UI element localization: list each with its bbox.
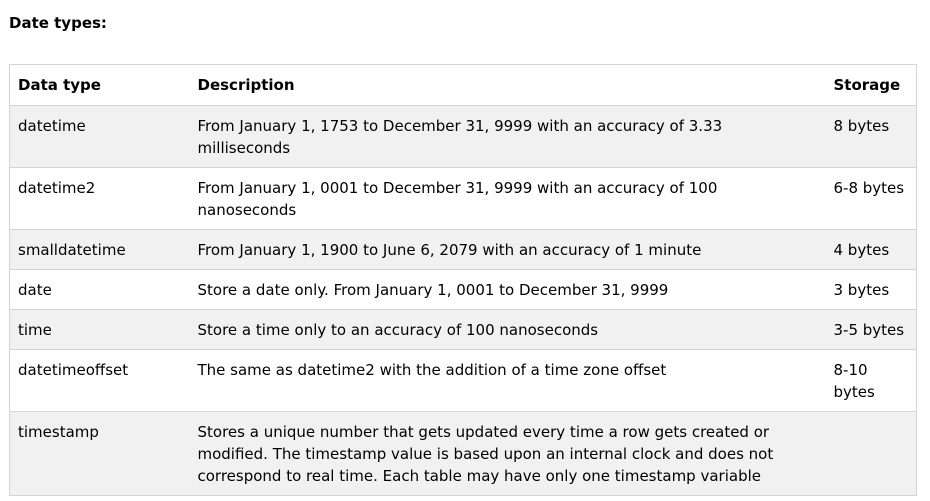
cell-data-type: date	[9, 269, 190, 310]
cell-data-type: datetime2	[9, 167, 190, 230]
table-row: date Store a date only. From January 1, …	[9, 269, 917, 310]
cell-description: From January 1, 1753 to December 31, 999…	[189, 105, 826, 168]
cell-data-type: timestamp	[9, 411, 190, 496]
cell-data-type: datetimeoffset	[9, 349, 190, 412]
cell-storage: 3-5 bytes	[825, 309, 917, 350]
cell-description: Store a time only to an accuracy of 100 …	[189, 309, 826, 350]
table-row: smalldatetime From January 1, 1900 to Ju…	[9, 229, 917, 270]
header-data-type: Data type	[9, 64, 190, 106]
table-row: datetime From January 1, 1753 to Decembe…	[9, 105, 917, 168]
cell-storage: 8 bytes	[825, 105, 917, 168]
table-row: datetimeoffset The same as datetime2 wit…	[9, 349, 917, 412]
cell-description: The same as datetime2 with the addition …	[189, 349, 826, 412]
cell-data-type: smalldatetime	[9, 229, 190, 270]
cell-description: Stores a unique number that gets updated…	[189, 411, 826, 496]
date-types-table: Data type Description Storage datetime F…	[9, 64, 917, 496]
cell-storage: 3 bytes	[825, 269, 917, 310]
cell-description: Store a date only. From January 1, 0001 …	[189, 269, 826, 310]
header-storage: Storage	[825, 64, 917, 106]
header-description: Description	[189, 64, 826, 106]
cell-data-type: time	[9, 309, 190, 350]
section-heading: Date types:	[9, 14, 107, 32]
cell-storage	[825, 411, 917, 496]
table-row: time Store a time only to an accuracy of…	[9, 309, 917, 350]
cell-description: From January 1, 0001 to December 31, 999…	[189, 167, 826, 230]
table-row: datetime2 From January 1, 0001 to Decemb…	[9, 167, 917, 230]
table-header-row: Data type Description Storage	[9, 64, 917, 106]
cell-description: From January 1, 1900 to June 6, 2079 wit…	[189, 229, 826, 270]
cell-data-type: datetime	[9, 105, 190, 168]
cell-storage: 8-10 bytes	[825, 349, 917, 412]
cell-storage: 4 bytes	[825, 229, 917, 270]
cell-storage: 6-8 bytes	[825, 167, 917, 230]
table-row: timestamp Stores a unique number that ge…	[9, 411, 917, 496]
